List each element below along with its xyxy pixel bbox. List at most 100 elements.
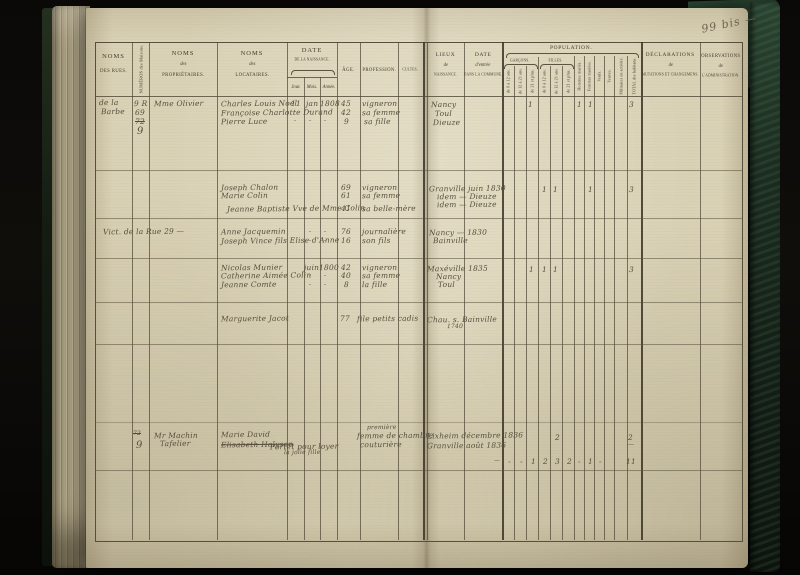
column-header-observations: OBSERVATIONS de L'ADMINISTRATION. xyxy=(700,42,741,96)
row-line xyxy=(95,218,742,219)
header-label: de 12 à 21 ans. xyxy=(553,67,559,94)
subheader-annee: Année. xyxy=(320,77,337,96)
subcol-femmes-mariees: Femmes mariées. xyxy=(584,56,594,95)
header-label: Veuves. xyxy=(606,68,612,83)
header-label: DATE xyxy=(301,47,323,54)
header-label: NUMÉROS des Maisons. xyxy=(138,44,143,94)
header-label: FILLES. xyxy=(549,58,563,63)
subheader-mois: Mois. xyxy=(304,77,320,96)
row-line xyxy=(95,170,742,171)
subcol-filles-2: de 12 à 21 ans. xyxy=(550,66,562,95)
page-split-line xyxy=(423,42,425,540)
column-header-population: POPULATION. xyxy=(502,42,641,53)
column-line xyxy=(627,56,628,540)
header-label: MUTATIONS ET CHANGEMENS. xyxy=(642,72,699,77)
subcol-filles-3: de 21 et plus. xyxy=(562,66,574,95)
column-header-date-naissance: DATE DE LA NAISSANCE. xyxy=(287,42,337,77)
header-label: TOTAL des habitans. xyxy=(631,56,637,95)
header-label: de 0 à 12 ans. xyxy=(541,68,547,93)
header-label: Jour. xyxy=(290,83,301,90)
subheader-jour: Jour. xyxy=(287,77,304,96)
column-line xyxy=(304,77,305,540)
subcol-veuves: Veuves. xyxy=(604,56,614,95)
column-line xyxy=(514,66,515,540)
header-label: Militaires en activité. xyxy=(618,56,623,95)
column-header-numeros: NUMÉROS des Maisons. xyxy=(132,42,149,96)
header-label: Veufs. xyxy=(596,69,602,82)
subcol-garcons-2: de 12 à 21 ans. xyxy=(514,66,526,95)
column-line xyxy=(502,42,504,540)
date-naissance-subheader-line xyxy=(287,77,337,78)
header-label: NOMS xyxy=(171,50,195,57)
header-label: L'ADMINISTRATION. xyxy=(701,73,740,78)
header-label: NOMS xyxy=(102,53,125,60)
subcol-hommes-maries: Hommes mariés. xyxy=(574,56,584,95)
column-line xyxy=(287,42,288,540)
column-line xyxy=(398,42,399,540)
header-bottom-line xyxy=(95,96,742,97)
date-naissance-brace xyxy=(291,70,335,75)
column-line xyxy=(132,42,133,540)
column-header-date-entree: DATE d'entrée DANS LA COMMUNE. xyxy=(463,42,503,96)
page-fore-edge-stack xyxy=(52,6,90,568)
header-label: des xyxy=(179,60,187,67)
row-line xyxy=(95,302,742,303)
header-label: de xyxy=(718,62,723,69)
column-header-proprietaires: NOMS des PROPRIÉTAIRES. xyxy=(149,42,217,96)
column-header-noms-rues: NOMS DES RUES. xyxy=(95,42,132,96)
header-label: LOCATAIRES. xyxy=(234,71,270,78)
subcol-garcons-3: de 21 et plus. xyxy=(526,66,538,95)
column-line xyxy=(337,42,338,540)
row-line xyxy=(95,344,742,345)
header-label: DATE xyxy=(474,51,492,58)
header-label: de xyxy=(443,61,448,68)
column-line xyxy=(464,42,465,540)
header-label: OBSERVATIONS xyxy=(700,52,741,59)
column-line xyxy=(360,42,361,540)
column-header-declarations: DÉCLARATIONS de MUTATIONS ET CHANGEMENS. xyxy=(641,42,700,96)
column-line xyxy=(217,42,218,540)
row-line xyxy=(95,470,742,471)
header-label: NAISSANCE. xyxy=(434,72,457,77)
header-label: DE LA NAISSANCE. xyxy=(294,57,330,62)
column-line xyxy=(550,66,551,540)
column-header-locataires: NOMS des LOCATAIRES. xyxy=(217,42,287,96)
column-line xyxy=(526,66,527,540)
column-line xyxy=(700,42,701,540)
column-line xyxy=(149,42,150,540)
header-label: de 0 à 12 ans. xyxy=(505,68,511,93)
register-table-frame xyxy=(95,42,743,542)
subheader-filles: FILLES. xyxy=(538,57,574,64)
filles-brace xyxy=(540,64,574,69)
column-line xyxy=(584,56,585,540)
header-label: PROPRIÉTAIRES. xyxy=(161,71,205,78)
header-label: des xyxy=(248,60,256,67)
column-line xyxy=(604,56,605,540)
subheader-garcons: GARÇONS. xyxy=(502,57,538,64)
header-label: CULTES. xyxy=(402,66,419,72)
column-line xyxy=(614,56,615,540)
header-label: d'entrée xyxy=(475,61,491,68)
book-cover-right-edge xyxy=(750,2,780,572)
column-header-profession: PROFESSION. xyxy=(360,42,398,96)
garcons-brace xyxy=(504,64,538,69)
header-label: DES RUES. xyxy=(100,67,127,74)
subcol-total: TOTAL des habitans. xyxy=(627,56,641,95)
header-label: de 21 et plus. xyxy=(565,68,571,93)
column-header-cultes: CULTES. xyxy=(398,42,423,96)
column-line xyxy=(641,42,643,540)
header-label: DANS LA COMMUNE. xyxy=(463,72,503,77)
column-header-age: ÂGE. xyxy=(337,42,360,96)
header-label: de 12 à 21 ans. xyxy=(517,67,523,94)
register-page xyxy=(86,8,748,568)
column-line xyxy=(538,57,539,540)
header-label: PROFESSION. xyxy=(362,66,396,72)
header-label: DÉCLARATIONS xyxy=(645,51,696,58)
column-line xyxy=(574,56,575,540)
header-label: Mois. xyxy=(306,83,318,90)
subcol-filles-1: de 0 à 12 ans. xyxy=(538,66,550,95)
header-label: Hommes mariés. xyxy=(576,60,582,91)
row-line xyxy=(95,258,742,259)
population-brace xyxy=(506,53,639,58)
